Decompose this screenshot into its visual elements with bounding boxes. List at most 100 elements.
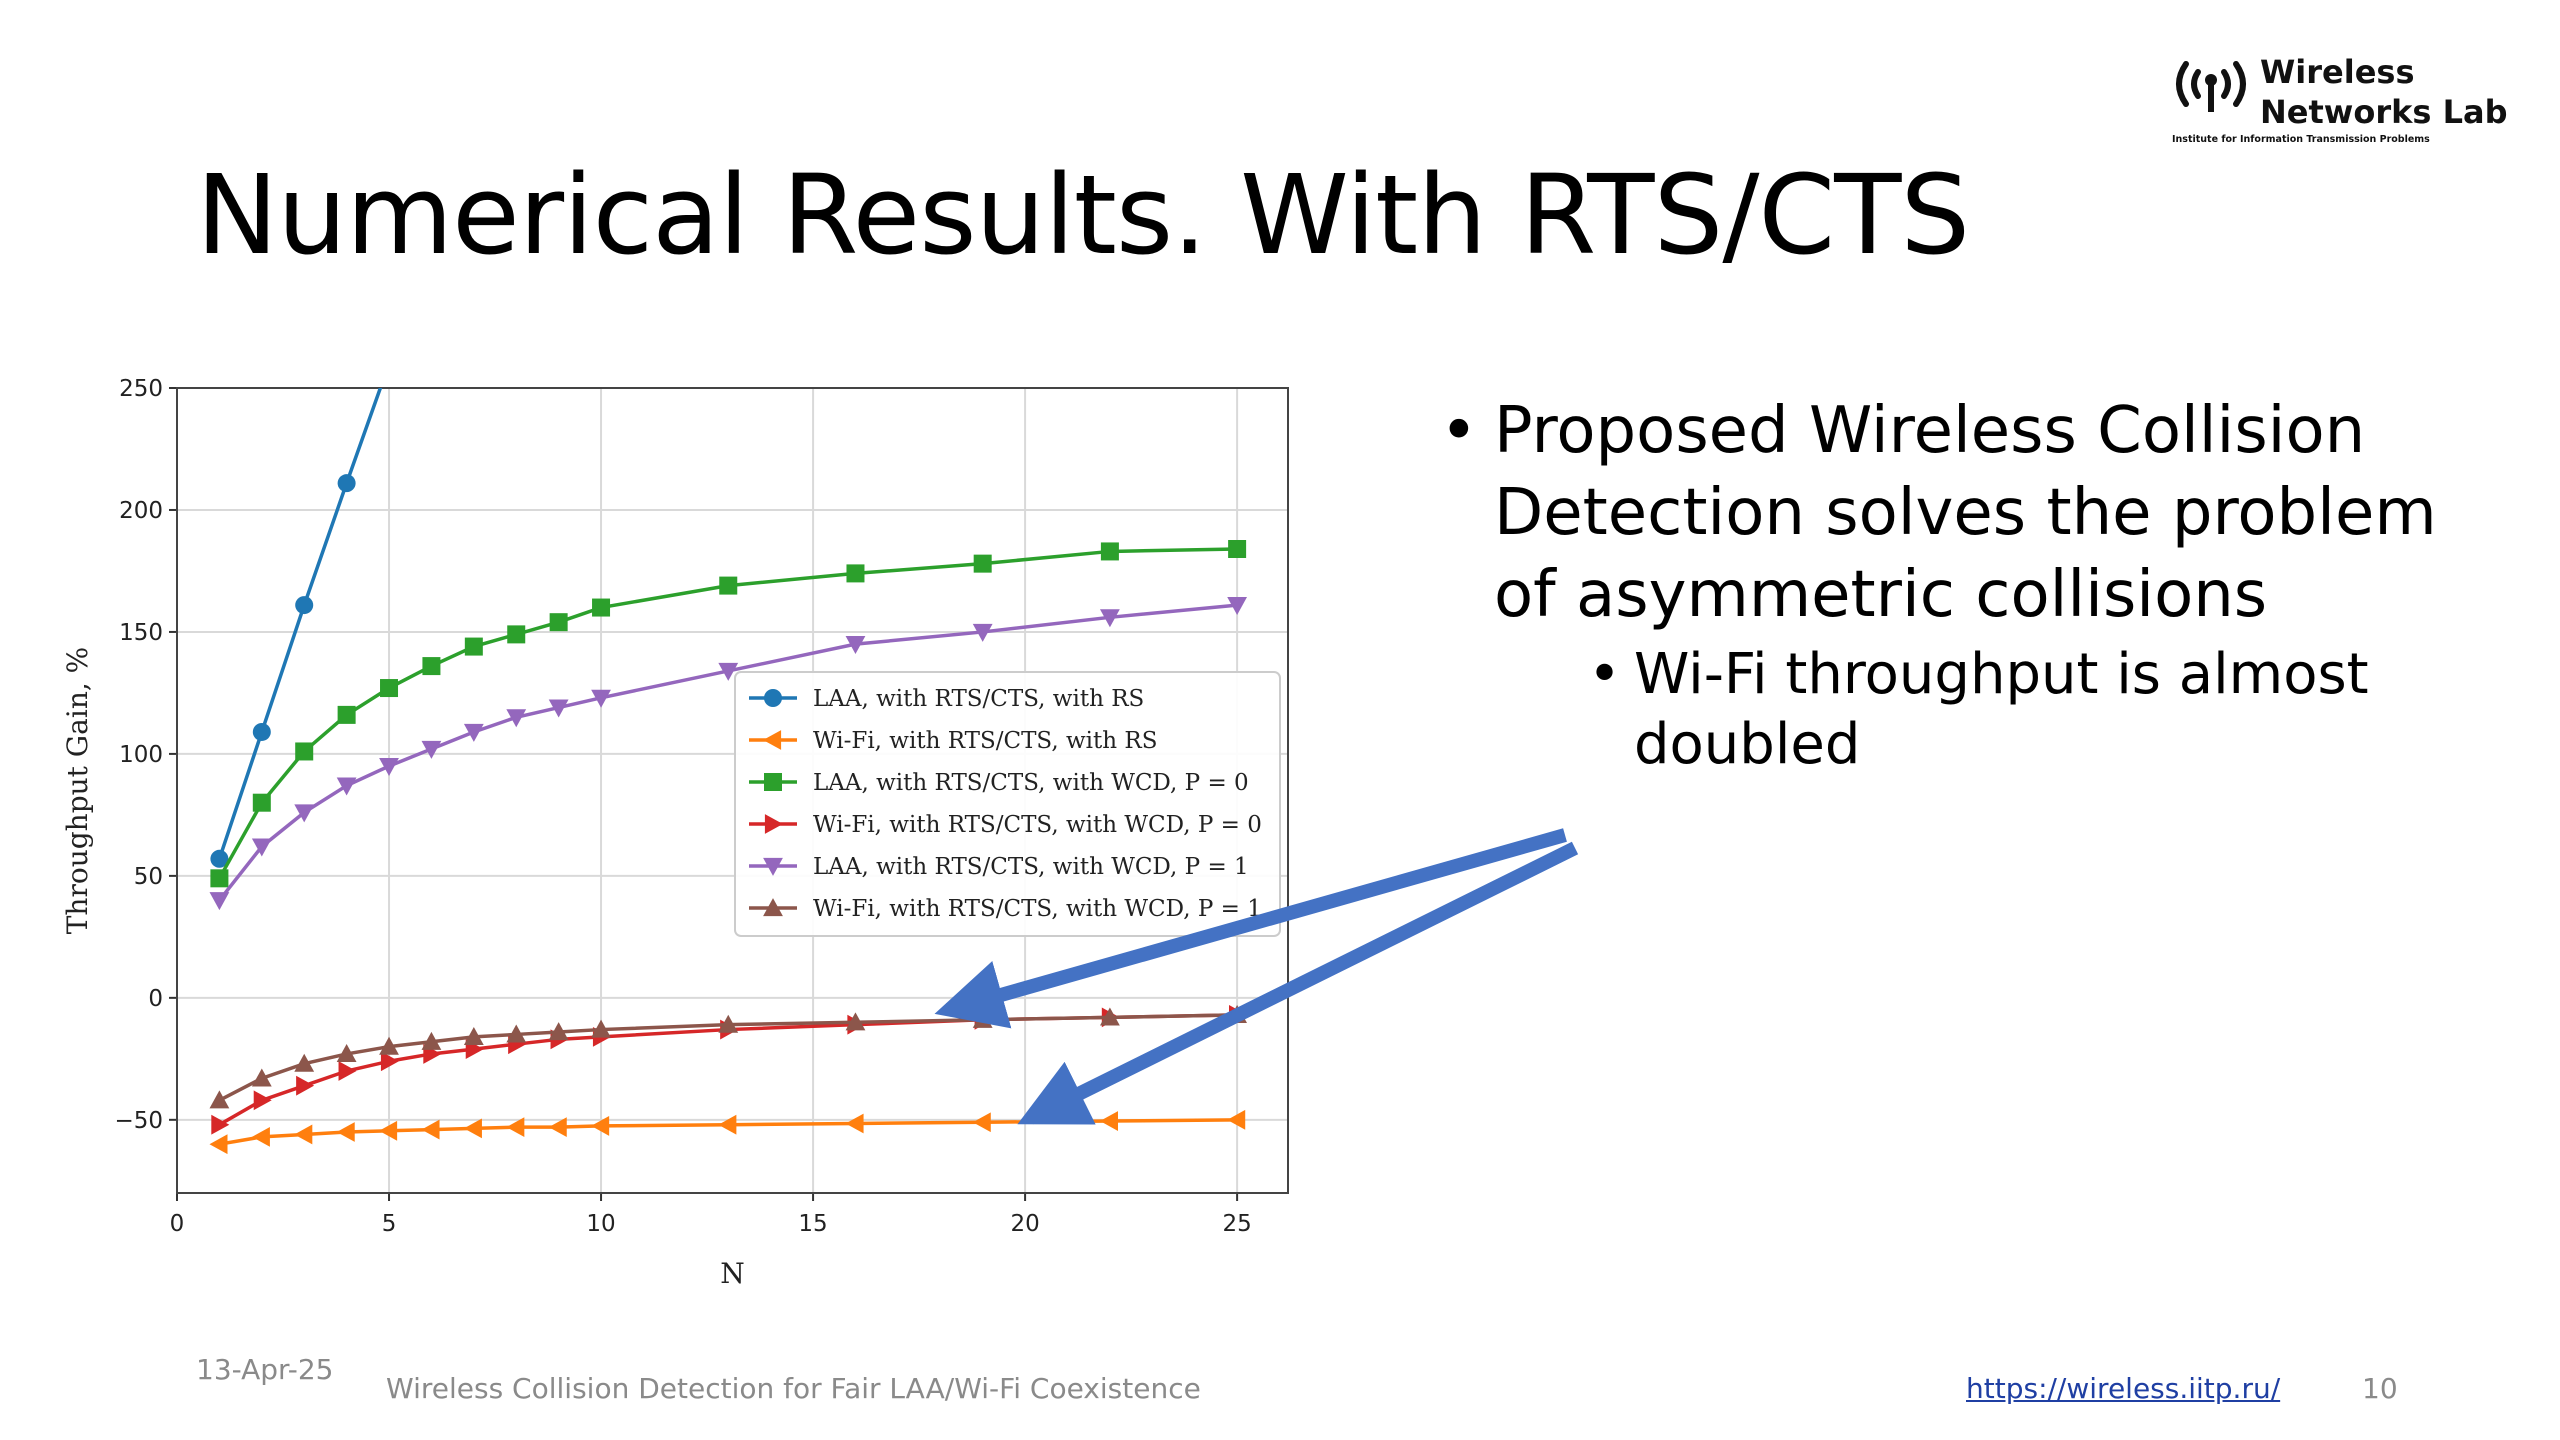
y-tick-label: 200: [119, 498, 163, 524]
legend-item: Wi-Fi, with RTS/CTS, with WCD, P = 1: [749, 896, 1262, 922]
x-tick-label: 5: [382, 1211, 397, 1237]
data-point: [846, 564, 865, 583]
data-point: [210, 869, 229, 888]
data-point: [380, 360, 398, 373]
data-point: [506, 709, 527, 728]
footer-link[interactable]: https://wireless.iitp.ru/: [1966, 1372, 2281, 1405]
data-point: [591, 1116, 610, 1136]
data-point: [845, 1113, 864, 1134]
data-point: [251, 1068, 272, 1087]
data-point: [210, 849, 229, 868]
legend-item: LAA, with RTS/CTS, with RS: [749, 686, 1144, 712]
data-point: [421, 1119, 440, 1140]
data-point: [718, 1114, 737, 1135]
data-point: [336, 1044, 357, 1063]
data-point: [251, 1126, 270, 1147]
x-tick-label: 15: [798, 1211, 827, 1237]
bullet-level-2: • Wi-Fi throughput is almost doubled: [1588, 640, 2490, 780]
x-tick-label: 10: [586, 1211, 615, 1237]
legend-label: Wi-Fi, with RTS/CTS, with WCD, P = 1: [813, 896, 1262, 922]
data-point: [209, 1090, 230, 1109]
legend-marker: [763, 898, 783, 917]
legend-marker: [763, 730, 782, 750]
data-point: [506, 1024, 527, 1043]
data-point: [379, 1036, 399, 1055]
data-point: [591, 689, 611, 708]
data-point: [294, 1053, 315, 1072]
data-point: [1228, 540, 1247, 558]
legend: LAA, with RTS/CTS, with RS Wi-Fi, with RT…: [734, 671, 1281, 937]
footer-date: 13-Apr-25: [196, 1353, 334, 1386]
data-point: [295, 596, 314, 615]
data-point: [549, 613, 568, 632]
logo-line-1: Wireless: [2260, 53, 2415, 91]
data-point: [548, 1022, 569, 1041]
data-point: [845, 636, 866, 655]
x-tick-label: 0: [170, 1211, 185, 1237]
data-point: [252, 722, 271, 741]
data-point: [463, 1118, 482, 1139]
legend-marker: [764, 773, 782, 791]
legend-item: Wi-Fi, with RTS/CTS, with RS: [749, 728, 1157, 754]
data-point: [1100, 609, 1120, 628]
legend-label: LAA, with RTS/CTS, with WCD, P = 1: [813, 854, 1249, 880]
legend-marker: [764, 814, 783, 834]
data-point: [337, 474, 356, 493]
data-point: [422, 657, 441, 676]
throughput-gain-chart: 0 5 10 15 20 25 −50 0 50 100 150 200 250 N Throughput …: [61, 360, 1289, 1290]
data-point: [973, 554, 992, 573]
data-point: [506, 1117, 525, 1138]
y-tick-label: 0: [148, 986, 163, 1012]
bullet-level-1: • Proposed Wireless Collision Detection …: [1440, 390, 2490, 636]
antenna-broadcast-icon: [2176, 61, 2246, 112]
legend-marker: [764, 689, 782, 707]
data-point: [548, 1117, 567, 1138]
data-point: [337, 705, 356, 724]
data-point: [253, 1090, 272, 1111]
bullet-glyph: •: [1440, 394, 1478, 468]
data-point: [718, 662, 739, 681]
data-point: [251, 838, 272, 857]
plot-frame: [176, 387, 1289, 1194]
data-point: [295, 742, 314, 761]
data-point: [209, 892, 230, 911]
legend-item: LAA, with RTS/CTS, with WCD, P = 1: [749, 854, 1249, 880]
data-point: [463, 723, 484, 742]
data-point: [719, 576, 738, 595]
legend-label: LAA, with RTS/CTS, with RS: [813, 686, 1144, 712]
x-axis-label: N: [720, 1257, 745, 1290]
data-point: [379, 1120, 398, 1141]
y-tick-label: −50: [114, 1108, 163, 1134]
data-point: [294, 1124, 313, 1145]
bullet-text-1: Proposed Wireless Collision Detection so…: [1494, 394, 2437, 632]
x-tick-label: 20: [1010, 1211, 1039, 1237]
data-point: [296, 1075, 315, 1096]
y-tick-label: 250: [119, 376, 163, 402]
data-point: [972, 623, 993, 642]
data-point: [252, 793, 271, 812]
data-point: [718, 1014, 739, 1033]
slide-title: Numerical Results. With RTS/CTS: [196, 151, 1970, 279]
y-tick-label: 50: [134, 864, 163, 890]
data-point: [336, 1122, 355, 1142]
data-point: [294, 804, 315, 823]
footer-title: Wireless Collision Detection for Fair LA…: [386, 1372, 1201, 1405]
x-tick-label: 25: [1222, 1211, 1251, 1237]
data-point: [380, 1051, 399, 1072]
data-point: [507, 625, 526, 644]
data-point: [591, 1019, 611, 1038]
data-point: [211, 1114, 230, 1135]
data-point: [463, 1026, 484, 1045]
logo-line-2: Networks Lab: [2260, 93, 2508, 131]
data-point: [1227, 597, 1248, 616]
legend-label: Wi-Fi, with RTS/CTS, with WCD, P = 0: [813, 812, 1262, 838]
data-point: [379, 758, 399, 777]
wireless-networks-lab-logo: Wireless Networks Lab Institute for Info…: [2168, 52, 2508, 152]
logo-subtitle: Institute for Information Transmission P…: [2172, 134, 2430, 145]
data-point: [336, 777, 357, 796]
y-tick-label: 150: [119, 620, 163, 646]
data-point: [338, 1061, 357, 1081]
bullet-text-2: Wi-Fi throughput is almost doubled: [1634, 642, 2369, 777]
data-point: [464, 637, 483, 656]
